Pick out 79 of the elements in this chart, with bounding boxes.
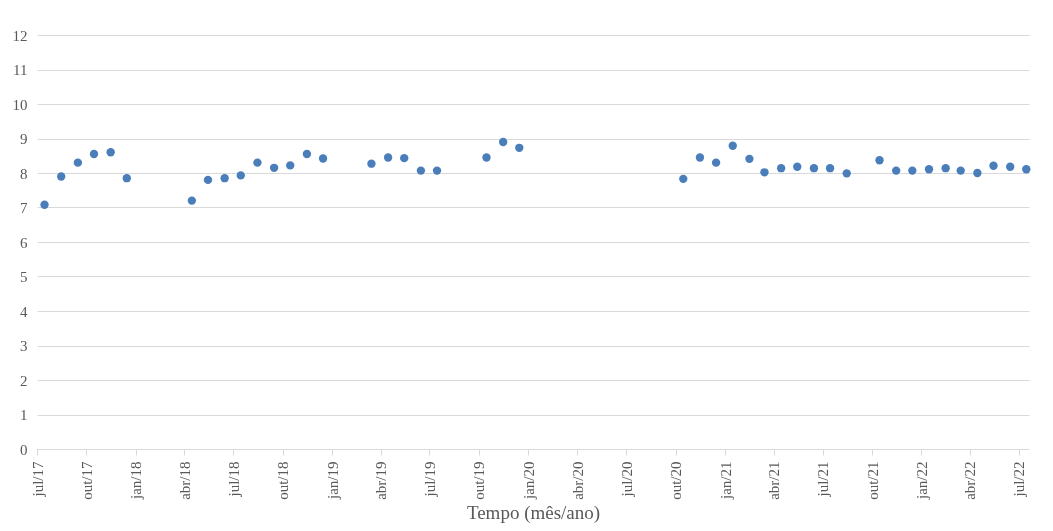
point [695,153,705,162]
y-tick-label: 2 [20,372,28,389]
point [269,163,279,172]
x-tick-label: jul/20 [618,461,635,498]
point [1022,165,1031,174]
x-tick-label: out/18 [275,461,292,500]
point [203,175,213,185]
x-tick-label: jan/19 [324,461,341,500]
point [400,153,409,163]
point [106,148,115,157]
point [122,174,131,183]
point [760,168,769,177]
point [318,154,328,163]
y-tick-label: 12 [12,27,28,44]
x-tick-label: abr/21 [766,461,783,500]
point [220,174,229,183]
point [40,200,49,209]
x-tick-label: jan/18 [128,461,145,500]
x-tick-label: jan/21 [717,461,734,500]
y-tick-label: 8 [20,165,28,182]
x-tick-label: out/19 [471,461,488,500]
point [416,166,426,175]
x-tick-label: out/17 [78,461,95,500]
x-tick-label: abr/22 [962,461,979,500]
point [187,196,197,205]
point [793,162,802,171]
point [57,172,66,181]
point [728,141,737,150]
x-tick-label: jul/18 [225,461,242,498]
point [825,164,835,173]
x-tick-label: jan/22 [913,461,930,500]
point [973,168,982,178]
point [286,161,295,170]
point [892,166,901,175]
point [89,149,99,159]
x-tick-label: jul/17 [29,461,46,498]
point [482,153,491,162]
point [875,156,884,165]
point [498,137,508,147]
point [842,169,851,178]
point [776,164,786,173]
point [941,164,950,173]
y-tick-label: 3 [20,338,28,354]
point [924,165,934,174]
point [302,149,312,159]
y-tick-label: 6 [20,234,28,251]
x-tick-label: jul/22 [1011,461,1028,498]
point [809,164,819,173]
x-tick-label: out/20 [668,461,685,500]
x-tick-label: abr/18 [176,461,193,500]
point [679,174,688,184]
point [367,159,376,168]
point [908,166,917,175]
point [745,154,754,164]
point [956,166,965,175]
y-tick-label: 0 [20,441,28,458]
point [236,171,245,180]
point [989,161,998,170]
x-tick-label: abr/19 [373,461,390,500]
y-tick-label: 7 [20,200,28,216]
point [383,153,393,162]
x-tick-label: jul/19 [422,461,438,498]
y-tick-label: 10 [12,96,28,113]
point [515,143,524,152]
point [253,158,262,167]
point [432,166,442,175]
x-tick-label: out/21 [864,461,881,500]
y-tick-label: 11 [13,62,28,78]
y-tick-label: 5 [20,269,28,285]
y-tick-label: 4 [20,303,28,320]
x-tick-label: jan/20 [520,461,537,500]
x-axis-title: Tempo (mês/ano) [466,501,601,524]
x-tick-label: jul/21 [815,461,832,498]
y-tick-label: 1 [20,407,28,423]
point [1006,162,1015,171]
y-tick-label: 9 [20,131,28,147]
point [711,158,721,167]
x-tick-label: abr/20 [569,461,586,500]
point [73,158,83,167]
